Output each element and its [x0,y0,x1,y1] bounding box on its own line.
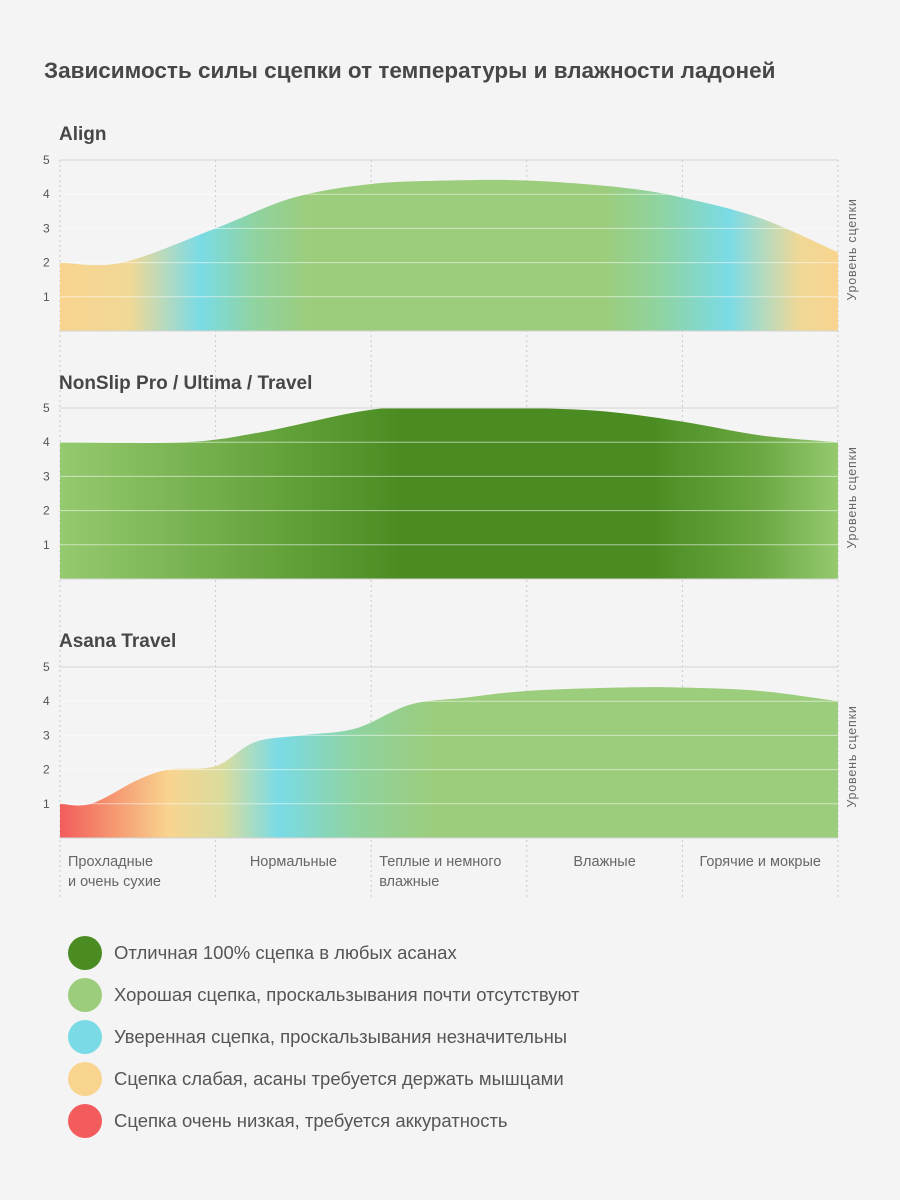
y-tick-label: 1 [43,290,50,304]
legend-label: Уверенная сцепка, проскальзывания незнач… [114,1026,568,1047]
y-tick-label: 4 [43,694,50,708]
y-axis-title: Уровень сцепки [845,705,859,807]
x-category-label: Горячие и мокрые [699,854,821,870]
y-tick-label: 4 [43,187,50,201]
page-title: Зависимость силы сцепки от температуры и… [44,58,776,83]
y-tick-label: 5 [43,401,50,415]
legend-label: Отличная 100% сцепка в любых асанах [114,942,457,963]
panel-title: NonSlip Pro / Ultima / Travel [59,373,312,394]
y-tick-label: 5 [43,660,50,674]
legend-label: Сцепка слабая, асаны требуется держать м… [114,1068,564,1089]
legend-item: Сцепка слабая, асаны требуется держать м… [68,1062,580,1096]
legend-swatch [68,978,102,1012]
grip-area [60,179,838,331]
y-tick-label: 4 [43,435,50,449]
legend-label: Сцепка очень низкая, требуется аккуратно… [114,1110,508,1131]
y-tick-label: 2 [43,256,50,270]
panel-title: Asana Travel [59,631,176,652]
legend-item: Хорошая сцепка, проскальзывания почти от… [68,978,580,1012]
x-category-label: Теплые и немного влажные [379,854,501,890]
grip-area [60,407,838,579]
y-tick-label: 1 [43,797,50,811]
panel-title: Align [59,124,107,145]
legend-label: Хорошая сцепка, проскальзывания почти от… [114,984,580,1005]
x-category-label: Нормальные [250,854,337,870]
x-category-label: Прохладные и очень сухие [68,854,161,890]
y-tick-label: 2 [43,763,50,777]
y-tick-label: 1 [43,538,50,552]
x-category-label: Влажные [573,854,635,870]
legend-swatch [68,1104,102,1138]
y-tick-label: 2 [43,504,50,518]
y-axis-title: Уровень сцепки [845,198,859,300]
legend-swatch [68,1020,102,1054]
y-tick-label: 3 [43,469,50,483]
y-axis-title: Уровень сцепки [845,446,859,548]
y-tick-label: 3 [43,728,50,742]
y-tick-label: 5 [43,153,50,167]
legend: Отличная 100% сцепка в любых асанах Хорош… [68,936,580,1146]
legend-swatch [68,1062,102,1096]
legend-item: Отличная 100% сцепка в любых асанах [68,936,580,970]
legend-item: Уверенная сцепка, проскальзывания незнач… [68,1020,580,1054]
legend-item: Сцепка очень низкая, требуется аккуратно… [68,1104,580,1138]
y-tick-label: 3 [43,221,50,235]
legend-swatch [68,936,102,970]
grip-area [60,687,838,838]
